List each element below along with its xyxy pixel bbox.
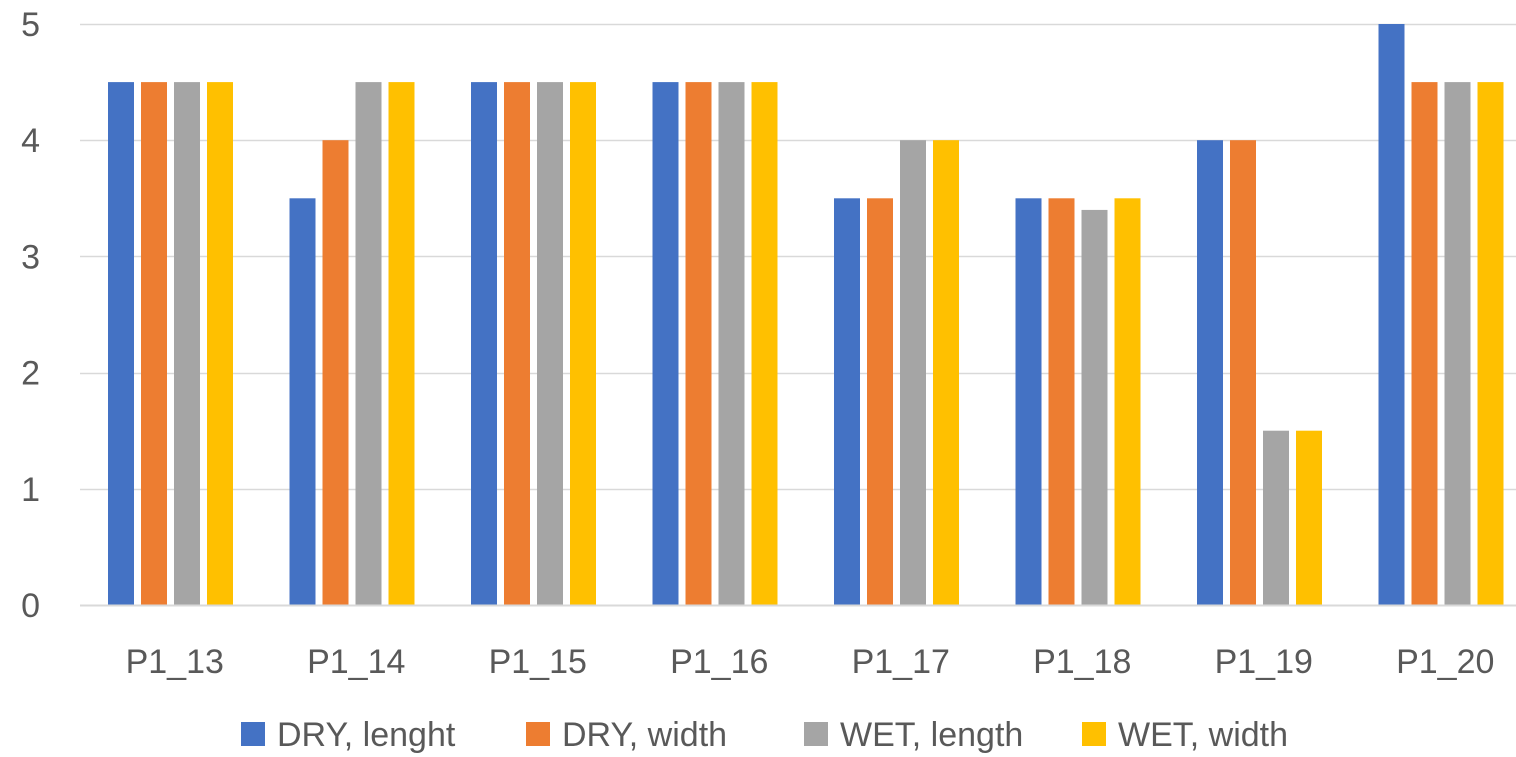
bar-p1-20-series-2: [1411, 82, 1438, 606]
bar-p1-18-series-3: [1081, 209, 1108, 606]
bar-p1-14-series-2: [322, 140, 349, 605]
legend-item-3: WET, length: [804, 716, 1023, 754]
y-tick-label-5: 5: [21, 6, 40, 44]
bar-p1-18-series-4: [1114, 198, 1141, 606]
bar-p1-14-series-3: [355, 82, 382, 606]
legend-item-4: WET, width: [1082, 716, 1288, 754]
y-tick-label-3: 3: [21, 238, 40, 276]
x-tick-label-p1-19: P1_19: [1215, 643, 1313, 681]
bar-p1-16-series-3: [718, 82, 745, 606]
y-axis-tick-labels: 0 1 2 3 4 5: [21, 6, 40, 625]
bar-p1-18-series-2: [1048, 198, 1075, 606]
bar-p1-15-series-4: [570, 82, 596, 606]
legend-swatch-4: [1082, 722, 1106, 746]
legend: DRY, lenght DRY, width WET, length WET, wid…: [241, 716, 1288, 754]
x-tick-label-p1-16: P1_16: [670, 643, 768, 681]
bar-p1-13-series-1: [108, 82, 134, 606]
bar-p1-16-series-1: [652, 82, 679, 606]
bar-p1-19-series-1: [1197, 140, 1223, 605]
bar-p1-13-series-4: [207, 82, 233, 606]
bar-p1-18-series-1: [1015, 198, 1042, 606]
x-tick-label-p1-20: P1_20: [1396, 643, 1494, 681]
y-tick-label-2: 2: [21, 355, 40, 393]
bar-p1-13-series-3: [174, 82, 200, 606]
bar-p1-17-series-1: [834, 198, 860, 606]
legend-swatch-2: [526, 722, 550, 746]
x-tick-label-p1-14: P1_14: [307, 643, 405, 681]
bar-p1-20-series-3: [1444, 82, 1471, 606]
bars: [108, 24, 1504, 606]
bar-p1-19-series-4: [1296, 430, 1322, 605]
bar-p1-13-series-2: [141, 82, 167, 606]
legend-label-1: DRY, lenght: [277, 716, 456, 754]
bar-p1-15-series-2: [504, 82, 530, 606]
x-tick-label-p1-18: P1_18: [1033, 643, 1131, 681]
bar-p1-15-series-1: [471, 82, 497, 606]
legend-swatch-1: [241, 722, 265, 746]
y-tick-label-4: 4: [21, 122, 40, 160]
legend-swatch-3: [804, 722, 828, 746]
legend-item-2: DRY, width: [526, 716, 727, 754]
x-tick-label-p1-17: P1_17: [852, 643, 950, 681]
legend-label-2: DRY, width: [562, 716, 727, 754]
legend-item-1: DRY, lenght: [241, 716, 456, 754]
bar-p1-19-series-3: [1263, 430, 1289, 605]
bar-p1-17-series-3: [900, 140, 926, 605]
bar-p1-20-series-1: [1378, 24, 1405, 605]
bar-p1-14-series-1: [289, 198, 316, 606]
bar-p1-14-series-4: [388, 82, 415, 606]
bar-p1-20-series-4: [1477, 82, 1504, 606]
x-axis-tick-labels: P1_13 P1_14 P1_15 P1_16 P1_17 P1_18 P1_19 P1_20: [126, 643, 1495, 681]
y-tick-label-1: 1: [21, 471, 40, 509]
bar-p1-17-series-2: [867, 198, 893, 606]
x-tick-label-p1-15: P1_15: [489, 643, 587, 681]
y-tick-label-0: 0: [21, 587, 40, 625]
legend-label-4: WET, width: [1118, 716, 1288, 754]
x-tick-label-p1-13: P1_13: [126, 643, 224, 681]
bar-p1-16-series-2: [685, 82, 712, 606]
bar-p1-19-series-2: [1230, 140, 1256, 605]
legend-label-3: WET, length: [840, 716, 1023, 754]
bar-p1-17-series-4: [933, 140, 959, 605]
bar-p1-16-series-4: [751, 82, 778, 606]
bar-p1-15-series-3: [537, 82, 563, 606]
